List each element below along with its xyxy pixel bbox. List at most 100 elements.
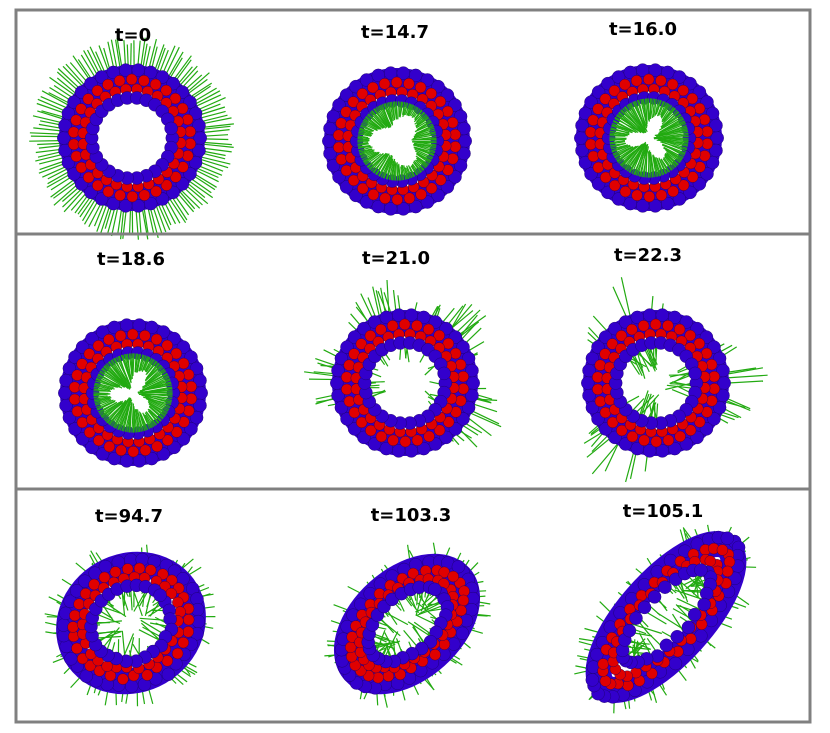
lipid-tail: [49, 86, 72, 102]
lipid-tail: [142, 43, 148, 68]
lipid-tail: [144, 396, 171, 408]
lipid-tail: [363, 119, 380, 130]
head-bead-blue: [326, 109, 341, 124]
head-bead-red: [685, 633, 697, 645]
lipid-tail: [665, 152, 679, 165]
lipid-tail: [37, 98, 67, 112]
head-bead-blue: [371, 199, 385, 214]
lipid-tail: [144, 412, 155, 427]
head-bead-red: [626, 430, 639, 443]
head-bead-red: [117, 673, 129, 685]
lipid-tail: [40, 96, 68, 109]
head-bead-red: [93, 434, 105, 447]
head-bead-blue: [658, 580, 672, 594]
lipid-tail: [152, 205, 163, 234]
lipid-tail: [360, 150, 374, 158]
head-bead-red: [82, 93, 95, 105]
lipid-tail: [363, 151, 380, 164]
lipid-tail: [652, 154, 659, 177]
lipid-tail: [57, 68, 81, 90]
lipid-tail: [613, 146, 633, 156]
head-bead-red: [414, 81, 427, 94]
lipid-tail: [623, 106, 645, 134]
head-bead-blue: [578, 106, 593, 121]
lipid-tail: [131, 403, 134, 433]
lipid-tail: [656, 157, 665, 175]
lipid-tail: [656, 130, 689, 137]
lipid-tail: [147, 410, 159, 424]
lipid-tail: [417, 157, 428, 167]
lipid-tail: [401, 165, 405, 181]
head-bead-red: [149, 78, 162, 91]
head-bead-red: [609, 179, 621, 192]
lipid-tail: [185, 184, 209, 205]
snapshot-panel-8: [324, 542, 491, 708]
head-bead-red: [70, 114, 82, 126]
lipid-tail: [395, 101, 398, 120]
head-bead-red: [619, 185, 632, 198]
lipid-tail: [659, 117, 684, 133]
lipid-tail: [357, 135, 369, 139]
lipid-tail: [397, 165, 400, 181]
head-bead-red: [635, 589, 648, 602]
head-bead-red: [597, 658, 609, 670]
head-bead-red: [599, 406, 612, 419]
head-bead-red: [700, 347, 713, 360]
lipid-tail: [163, 201, 177, 225]
head-bead-blue: [688, 366, 702, 381]
lipid-tail: [140, 392, 173, 397]
lipid-tail: [56, 71, 79, 92]
lipid-tail: [126, 353, 132, 380]
lipid-tail: [414, 127, 435, 136]
head-bead-red: [435, 174, 447, 186]
lipid-tail: [142, 373, 169, 388]
lipid-tail: [664, 153, 677, 168]
lipid-tail: [74, 194, 89, 214]
lipid-tail: [202, 125, 231, 130]
lipid-tail: [33, 127, 62, 132]
lipid-tail: [357, 145, 371, 148]
lipid-tail: [357, 138, 370, 141]
lipid-tail: [402, 102, 407, 118]
lipid-tail: [148, 408, 162, 422]
head-bead-blue: [712, 400, 727, 415]
lipid-tail: [411, 164, 419, 176]
lipid-tail: [378, 154, 391, 177]
lipid-tail: [72, 55, 91, 81]
lipid-tail: [94, 383, 115, 390]
lipid-tail: [36, 102, 66, 114]
head-bead-red: [356, 88, 369, 100]
lipid-tail: [128, 209, 132, 235]
lipid-tail: [654, 129, 688, 137]
lipid-tail: [357, 145, 372, 150]
head-bead-red: [684, 329, 696, 342]
lipid-tail: [77, 59, 93, 80]
lipid-tail: [414, 113, 427, 125]
head-bead-red: [446, 116, 459, 129]
head-bead-red: [68, 138, 80, 151]
lipid-tail: [661, 105, 673, 121]
head-bead-red: [169, 171, 182, 183]
lipid-tail: [145, 359, 156, 373]
lipid-tail: [399, 101, 404, 118]
lipid-tail: [83, 200, 99, 225]
lipid-tail: [654, 99, 660, 116]
head-bead-red: [177, 357, 190, 370]
lipid-tail: [186, 72, 210, 93]
lipid-tail: [413, 160, 424, 172]
head-bead-red: [184, 125, 196, 138]
lipid-tail: [86, 49, 101, 75]
lipid-tail: [192, 174, 216, 191]
lipid-tail: [47, 170, 70, 185]
head-bead-red: [587, 114, 599, 126]
lipid-tail: [39, 157, 64, 165]
head-bead-blue: [379, 441, 393, 456]
head-bead-red: [75, 161, 88, 174]
head-bead-red: [662, 320, 674, 332]
head-bead-blue: [705, 155, 720, 170]
head-bead-red: [115, 444, 127, 456]
lipid-tail: [368, 154, 385, 170]
lipid-tail: [201, 117, 232, 125]
lipid-tail: [414, 110, 423, 121]
head-bead-red: [399, 435, 411, 448]
